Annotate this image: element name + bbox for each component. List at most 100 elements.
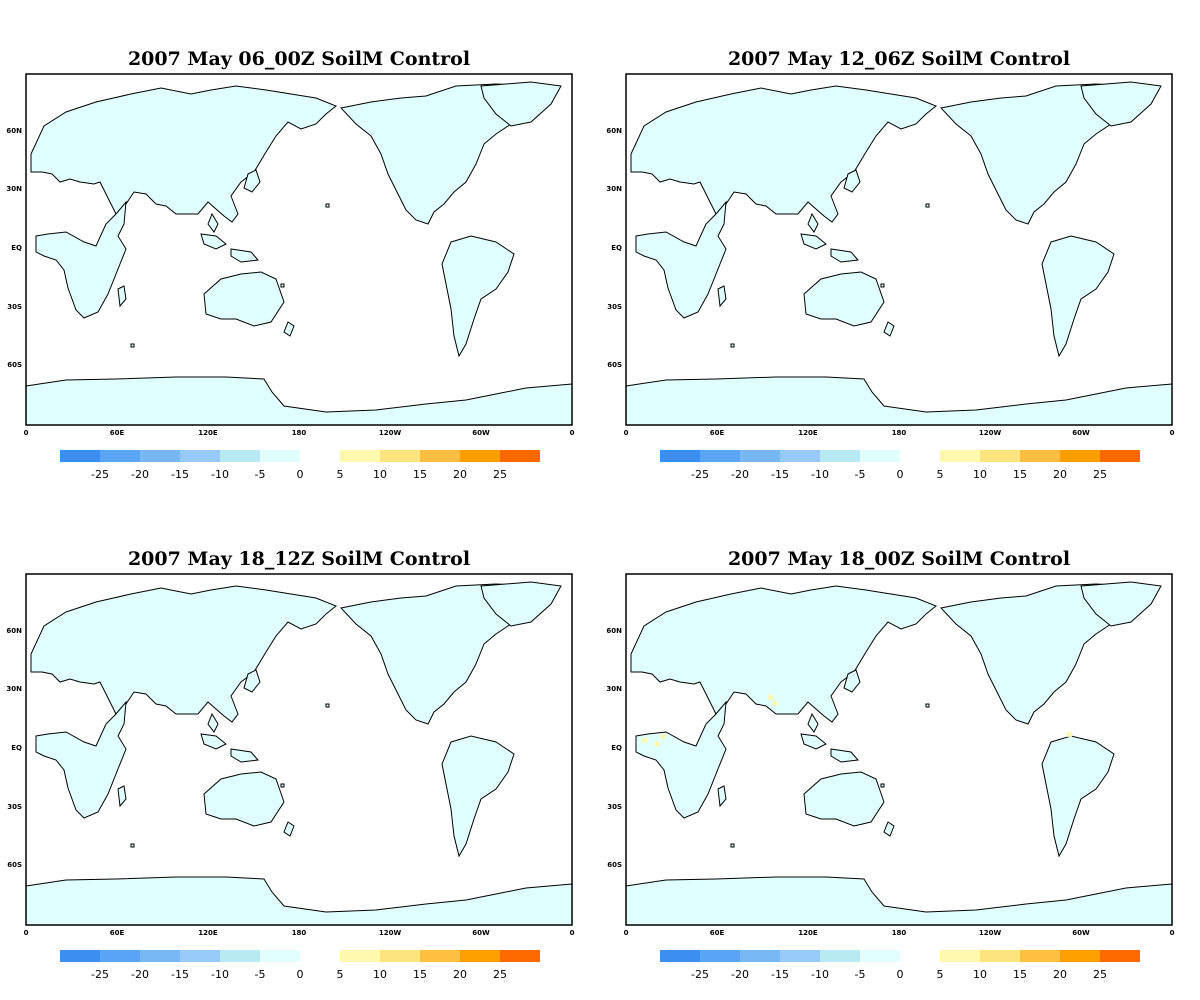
map-frame — [25, 573, 573, 926]
colorbar-negative — [660, 450, 900, 462]
colorbar-swatch — [740, 950, 780, 962]
map-frame — [625, 573, 1173, 926]
colorbar-swatch — [180, 950, 220, 962]
colorbar: -25 -20 -15 -10 -5 0 5 10 15 20 25 — [60, 950, 540, 981]
y-tick-label: EQ — [11, 244, 22, 252]
colorbar-label: -15 — [771, 468, 789, 481]
x-axis-ticks: 0 60E 120E 180 120W 60W 0 — [24, 929, 575, 937]
colorbar-label: 5 — [337, 468, 344, 481]
x-tick-label: 180 — [892, 929, 907, 937]
colorbar-positive — [940, 450, 1140, 462]
colorbar-positive — [340, 450, 540, 462]
colorbar-swatch — [660, 950, 700, 962]
x-tick-label: 60E — [710, 429, 725, 437]
colorbar-swatch — [740, 450, 780, 462]
colorbar-label: 5 — [937, 468, 944, 481]
x-axis-ticks: 0 60E 120E 180 120W 60W 0 — [24, 429, 575, 437]
colorbar-labels: -25 -20 -15 -10 -5 0 5 10 15 20 25 — [91, 968, 507, 981]
colorbar-swatch — [220, 950, 260, 962]
y-tick-label: 30N — [6, 185, 22, 193]
map-frame — [625, 73, 1173, 426]
colorbar-label: 25 — [1093, 468, 1107, 481]
y-tick-label: 30S — [7, 303, 22, 311]
x-tick-label: 180 — [892, 429, 907, 437]
colorbar-label: 20 — [1053, 468, 1067, 481]
x-tick-label: 60W — [472, 429, 490, 437]
colorbar-swatch — [220, 450, 260, 462]
x-tick-label: 120W — [979, 929, 1002, 937]
colorbar-positive — [940, 950, 1140, 962]
colorbar-label: -20 — [131, 968, 149, 981]
colorbar-swatch — [700, 450, 740, 462]
x-axis-ticks: 0 60E 120E 180 120W 60W 0 — [624, 929, 1175, 937]
colorbar-label: 5 — [337, 968, 344, 981]
x-tick-label: 0 — [24, 929, 29, 937]
colorbar-label: 15 — [1013, 468, 1027, 481]
x-tick-label: 0 — [624, 929, 629, 937]
x-tick-label: 60W — [472, 929, 490, 937]
positive-anomaly-spot — [654, 741, 660, 747]
x-tick-label: 120E — [198, 929, 218, 937]
colorbar-negative — [60, 950, 300, 962]
colorbar-swatch — [860, 450, 900, 462]
colorbar-label: 25 — [1093, 968, 1107, 981]
colorbar-labels: -25 -20 -15 -10 -5 0 5 10 15 20 25 — [691, 468, 1107, 481]
colorbar-swatch — [780, 950, 820, 962]
x-tick-label: 120W — [379, 429, 402, 437]
colorbar-label: 15 — [413, 468, 427, 481]
colorbar-label: -10 — [211, 468, 229, 481]
map-panel-2: 2007 May 12_06Z SoilM Control 60N 30N EQ… — [606, 48, 1174, 481]
x-tick-label: 0 — [624, 429, 629, 437]
y-axis-ticks: 60N 30N EQ 30S 60S — [606, 627, 622, 869]
panel-title: 2007 May 18_12Z SoilM Control — [128, 548, 470, 570]
colorbar-swatch — [1100, 450, 1140, 462]
map-panel-1: 2007 May 06_00Z SoilM Control 60N 30N EQ… — [6, 48, 574, 481]
y-tick-label: EQ — [611, 244, 622, 252]
colorbar-label: 20 — [453, 968, 467, 981]
colorbar-label: 5 — [937, 968, 944, 981]
x-tick-label: 0 — [1170, 929, 1175, 937]
map-panel-4: 2007 May 18_00Z SoilM Control 60N 30N EQ… — [606, 548, 1174, 981]
colorbar-swatch — [1100, 950, 1140, 962]
positive-anomaly-spot — [768, 694, 774, 700]
panel-title: 2007 May 18_00Z SoilM Control — [728, 548, 1070, 570]
colorbar-swatch — [140, 950, 180, 962]
panel-title: 2007 May 06_00Z SoilM Control — [128, 48, 470, 70]
y-axis-ticks: 60N 30N EQ 30S 60S — [606, 127, 622, 369]
colorbar-swatch — [100, 450, 140, 462]
colorbar-label: 10 — [373, 468, 387, 481]
colorbar-swatch — [940, 950, 980, 962]
y-tick-label: 30S — [607, 803, 622, 811]
colorbar: -25 -20 -15 -10 -5 0 5 10 15 20 25 — [60, 450, 540, 481]
colorbar-swatch — [1060, 950, 1100, 962]
colorbar-swatch — [340, 450, 380, 462]
x-tick-label: 120E — [198, 429, 218, 437]
colorbar-label: -5 — [855, 468, 866, 481]
colorbar-swatch — [460, 450, 500, 462]
colorbar-swatch — [420, 450, 460, 462]
x-tick-label: 60E — [110, 929, 125, 937]
colorbar-label: -15 — [171, 468, 189, 481]
x-tick-label: 0 — [24, 429, 29, 437]
x-tick-label: 60E — [110, 429, 125, 437]
positive-anomaly-spot — [1066, 731, 1072, 737]
colorbar-swatch — [460, 950, 500, 962]
y-tick-label: 60N — [606, 127, 622, 135]
colorbar-label: 10 — [373, 968, 387, 981]
colorbar-swatch — [420, 950, 460, 962]
y-tick-label: 60N — [606, 627, 622, 635]
colorbar-label: -15 — [771, 968, 789, 981]
colorbar-swatch — [1060, 450, 1100, 462]
colorbar-swatch — [500, 950, 540, 962]
colorbar-swatch — [380, 950, 420, 962]
colorbar-swatch — [1020, 950, 1060, 962]
positive-anomaly-spot — [660, 733, 666, 739]
x-tick-label: 180 — [292, 429, 307, 437]
colorbar-swatch — [260, 950, 300, 962]
colorbar-negative — [60, 450, 300, 462]
colorbar-swatch — [820, 450, 860, 462]
y-tick-label: 60S — [607, 861, 622, 869]
y-tick-label: 30N — [6, 685, 22, 693]
y-tick-label: 60N — [6, 627, 22, 635]
